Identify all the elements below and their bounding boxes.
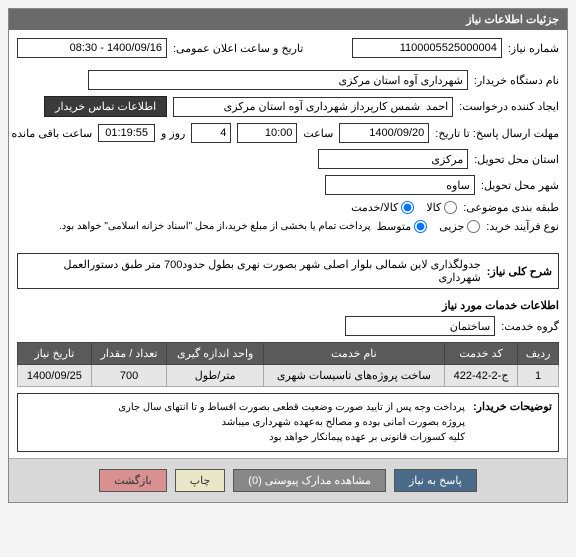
radio-goods-label: کالا (426, 201, 441, 214)
city-field[interactable] (325, 175, 475, 195)
radio-medium[interactable]: متوسط (377, 220, 428, 233)
print-button[interactable]: چاپ (175, 469, 226, 492)
buyer-notes-line1: پرداخت وجه پس از تایید صورت وضعیت قطعی ب… (24, 400, 465, 415)
radio-goods[interactable]: کالا (426, 201, 457, 214)
radio-service-label: کالا/خدمت (351, 201, 398, 214)
row-buyer: نام دستگاه خریدار: (17, 70, 559, 90)
col-unit: واحد اندازه گیری (167, 343, 264, 365)
creator-field[interactable] (173, 97, 453, 117)
row-province: استان محل تحویل: (17, 149, 559, 169)
cell-name: ساخت پروژه‌های تاسیسات شهری (264, 365, 445, 387)
radio-partial[interactable]: جزیی (439, 220, 480, 233)
countdown: 01:19:55 (98, 124, 155, 142)
time-label-1: ساعت (303, 127, 333, 140)
city-label: شهر محل تحویل: (481, 179, 559, 192)
province-label: استان محل تحویل: (474, 153, 559, 166)
process-label: نوع فرآیند خرید: (486, 220, 559, 233)
col-index: ردیف (518, 343, 559, 365)
radio-partial-label: جزیی (439, 220, 464, 233)
panel-title: جزئیات اطلاعات نیاز (9, 9, 567, 30)
row-creator: ایجاد کننده درخواست: اطلاعات تماس خریدار (17, 96, 559, 117)
row-city: شهر محل تحویل: (17, 175, 559, 195)
days-field[interactable] (191, 123, 231, 143)
deadline-date-field[interactable] (339, 123, 429, 143)
row-request-announce: شماره نیاز: تاریخ و ساعت اعلان عمومی: (17, 38, 559, 64)
row-group: گروه خدمت: (9, 316, 567, 336)
buyer-notes-label: توضیحات خریدار: (473, 400, 552, 445)
radio-medium-label: متوسط (377, 220, 412, 233)
cell-index: 1 (518, 365, 559, 387)
deadline-label: مهلت ارسال پاسخ: تا تاریخ: (435, 127, 559, 140)
back-button[interactable]: بازگشت (99, 469, 167, 492)
province-field[interactable] (318, 149, 468, 169)
row-deadline: مهلت ارسال پاسخ: تا تاریخ: ساعت روز و 01… (17, 123, 559, 143)
table-header-row: ردیف کد خدمت نام خدمت واحد اندازه گیری ت… (18, 343, 559, 365)
radio-partial-input[interactable] (467, 220, 480, 233)
services-title: اطلاعات خدمات مورد نیاز (9, 295, 567, 316)
announce-label: تاریخ و ساعت اعلان عمومی: (173, 42, 303, 55)
buyer-notes-line2: پروژه بصورت امانی بوده و مصالح به‌عهده ش… (24, 415, 465, 430)
col-name: نام خدمت (264, 343, 445, 365)
cell-code: ج-2-42-422 (444, 365, 517, 387)
radio-goods-input[interactable] (444, 201, 457, 214)
form-area: شماره نیاز: تاریخ و ساعت اعلان عمومی: نا… (9, 30, 567, 247)
col-code: کد خدمت (444, 343, 517, 365)
req-no-field[interactable] (352, 38, 502, 58)
attachments-button[interactable]: مشاهده مدارک پیوستی (0) (233, 469, 386, 492)
creator-label: ایجاد کننده درخواست: (459, 100, 559, 113)
description-box: شرح کلی نیاز: جدولگذاری لاین شمالی بلوار… (17, 253, 559, 289)
services-table: ردیف کد خدمت نام خدمت واحد اندازه گیری ت… (17, 342, 559, 387)
desc-text: جدولگذاری لاین شمالی بلوار اصلی شهر بصور… (24, 258, 481, 284)
details-panel: جزئیات اطلاعات نیاز شماره نیاز: تاریخ و … (8, 8, 568, 503)
row-process: نوع فرآیند خرید: جزیی متوسط پرداخت تمام … (17, 220, 559, 233)
group-field[interactable] (345, 316, 495, 336)
radio-medium-input[interactable] (414, 220, 427, 233)
buyer-notes-box: توضیحات خریدار: پرداخت وجه پس از تایید ص… (17, 393, 559, 452)
buyer-notes-line3: کلیه کسورات قانونی بر عهده پیمانکار خواه… (24, 430, 465, 445)
cell-qty: 700 (91, 365, 167, 387)
col-qty: تعداد / مقدار (91, 343, 167, 365)
desc-label: شرح کلی نیاز: (487, 265, 552, 278)
buyer-label: نام دستگاه خریدار: (474, 74, 559, 87)
reply-button[interactable]: پاسخ به نیاز (394, 469, 477, 492)
buyer-field[interactable] (88, 70, 468, 90)
contact-button[interactable]: اطلاعات تماس خریدار (44, 96, 167, 117)
table-row: 1 ج-2-42-422 ساخت پروژه‌های تاسیسات شهری… (18, 365, 559, 387)
buyer-notes-text: پرداخت وجه پس از تایید صورت وضعیت قطعی ب… (24, 400, 465, 445)
cell-date: 1400/09/25 (18, 365, 92, 387)
row-category: طبقه بندی موضوعی: کالا کالا/خدمت (17, 201, 559, 214)
cell-unit: متر/طول (167, 365, 264, 387)
radio-service[interactable]: کالا/خدمت (351, 201, 414, 214)
process-note: پرداخت تمام یا بخشی از مبلغ خرید،از محل … (59, 221, 371, 232)
radio-service-input[interactable] (401, 201, 414, 214)
req-no-label: شماره نیاز: (508, 42, 559, 55)
action-bar: پاسخ به نیاز مشاهده مدارک پیوستی (0) چاپ… (9, 458, 567, 502)
group-label: گروه خدمت: (501, 320, 559, 333)
days-label: روز و (161, 127, 185, 140)
remaining-label: ساعت باقی مانده (11, 127, 92, 140)
deadline-time-field[interactable] (237, 123, 297, 143)
col-date: تاریخ نیاز (18, 343, 92, 365)
category-label: طبقه بندی موضوعی: (463, 201, 559, 214)
announce-field[interactable] (17, 38, 167, 58)
